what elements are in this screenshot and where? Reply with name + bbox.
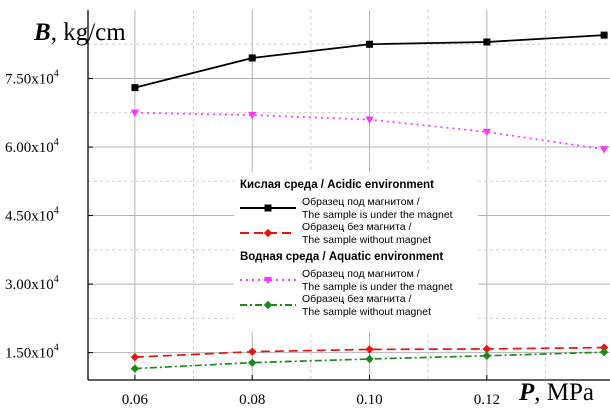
x-tick-labels: 0.06 0.08 0.10 0.12 [122, 392, 500, 408]
data-point [248, 358, 257, 367]
y-tick-mantissa: 3.00x10 [5, 277, 54, 293]
data-point [482, 128, 492, 137]
y-tick-label: 3.00x104 [5, 274, 59, 293]
y-tick-label: 4.50x104 [5, 206, 59, 225]
data-point [130, 352, 140, 362]
y-tick-mantissa: 4.50x10 [5, 209, 54, 225]
series-line [134, 351, 605, 370]
y-axis-title: B, kg/cm [33, 19, 126, 46]
data-point [599, 343, 609, 352]
y-axis-title-symbol: B [33, 19, 51, 46]
data-point [482, 344, 492, 354]
data-point [248, 54, 256, 62]
data-point [263, 276, 273, 285]
y-tick-label: 6.00x104 [5, 137, 59, 156]
data-point [264, 204, 272, 212]
legend-label-line2: The sample without magnet [302, 234, 431, 246]
y-tick-mantissa: 1.50x10 [5, 346, 54, 362]
data-point [365, 354, 374, 364]
legend-group-title: Водная среда / Aquatic environment [240, 251, 443, 263]
data-point [365, 116, 374, 124]
legend-label-line2: The sample is under the magnet [302, 209, 453, 221]
series-1 [131, 31, 608, 92]
data-point [482, 351, 492, 360]
legend-label-line1: Образец под магнитом / [302, 268, 420, 280]
legend-group-title: Кислая среда / Acidic environment [240, 179, 434, 191]
x-tick-label: 0.08 [239, 392, 265, 408]
y-tick-label: 1.50x104 [5, 343, 59, 362]
data-point [248, 111, 257, 120]
data-point [600, 31, 608, 39]
legend-label-line1: Образец без магнита / [302, 221, 411, 233]
data-point [130, 109, 140, 117]
legend-label-line1: Образец под магнитом / [302, 196, 420, 208]
x-tick-label: 0.10 [356, 392, 382, 408]
data-point [130, 364, 140, 373]
data-point [263, 300, 273, 310]
data-point [599, 146, 609, 154]
y-tick-exponent: 4 [54, 274, 59, 285]
data-point [365, 345, 374, 354]
y-tick-exponent: 4 [54, 343, 59, 354]
data-point [599, 347, 609, 357]
y-tick-mantissa: 7.50x10 [5, 72, 54, 88]
data-point [131, 84, 139, 92]
data-point [483, 38, 491, 46]
series-3 [130, 109, 609, 154]
y-tick-exponent: 4 [54, 206, 59, 217]
data-point [248, 347, 257, 356]
data-point [366, 40, 374, 48]
x-tick-label: 0.06 [122, 392, 149, 408]
y-tick-exponent: 4 [54, 137, 59, 148]
y-tick-exponent: 4 [54, 69, 59, 80]
series [130, 31, 609, 373]
series-line [134, 346, 605, 359]
y-tick-label: 7.50x104 [5, 69, 59, 88]
data-point [263, 228, 273, 238]
legend-label-line2: The sample without magnet [302, 306, 431, 318]
legend-label-line2: The sample is under the magnet [302, 281, 453, 293]
legend: Кислая среда / Acidic environment Образец… [234, 172, 478, 332]
series-4 [130, 347, 609, 373]
x-axis-title-symbol: P [518, 379, 535, 406]
x-tick-label: 0.12 [474, 392, 500, 408]
x-axis-title: P, MPa [518, 379, 594, 406]
y-axis-title-unit: , kg/cm [51, 19, 127, 46]
axes [87, 10, 610, 381]
x-axis-title-unit: , MPa [534, 379, 594, 406]
y-tick-mantissa: 6.00x10 [5, 140, 54, 156]
legend-label-line1: Образец без магнита / [302, 293, 411, 305]
series-2 [130, 343, 609, 362]
